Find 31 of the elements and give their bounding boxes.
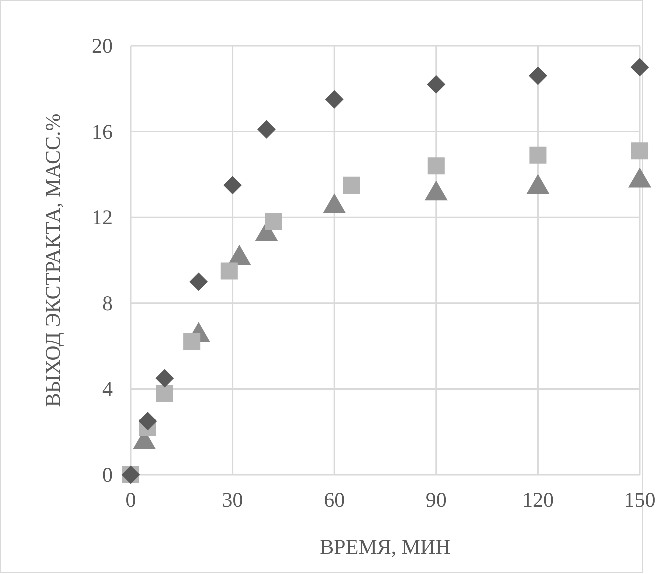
point [427, 75, 446, 94]
y-tick-label: 0 [102, 463, 113, 487]
x-tick-label: 0 [126, 488, 136, 512]
y-tick-label: 20 [92, 34, 113, 58]
point [156, 369, 174, 388]
point [138, 412, 158, 431]
x-tick-label: 90 [426, 488, 447, 512]
point [190, 272, 208, 292]
point [343, 176, 360, 194]
point [156, 384, 174, 402]
x-tick-label: 60 [324, 488, 346, 512]
point [265, 213, 282, 230]
point [530, 146, 547, 164]
y-tick-label: 8 [102, 291, 113, 316]
x-tick-label: 120 [522, 488, 554, 512]
point [184, 333, 201, 351]
point [528, 66, 548, 86]
point [428, 158, 445, 175]
y-tick-label: 12 [92, 206, 113, 230]
point [258, 120, 276, 139]
x-tick-label: 30 [222, 488, 244, 512]
x-axis-title: ВРЕМЯ, МИН [320, 535, 451, 559]
y-tick-label: 4 [102, 377, 114, 402]
point [325, 90, 344, 109]
point [224, 176, 242, 195]
y-tick-label: 16 [92, 120, 113, 144]
point [631, 142, 649, 160]
y-axis-title: ВЫХОД ЭКСТРАКТА, МАСС.% [41, 114, 65, 408]
x-tick-label: 150 [624, 488, 656, 512]
point [630, 58, 650, 77]
point [220, 262, 238, 280]
